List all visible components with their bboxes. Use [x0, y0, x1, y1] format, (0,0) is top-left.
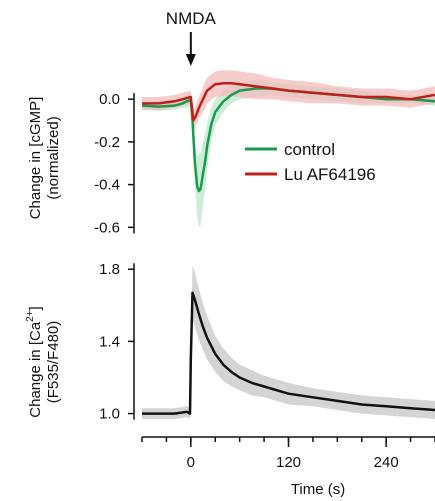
time-x-tick-label-1: 120 [276, 454, 301, 471]
cgmp-y-tick-label-2: -0.4 [94, 177, 120, 194]
time-x-tick-label-0: 0 [187, 454, 195, 471]
x-axis-label: Time (s) [291, 481, 345, 498]
cgmp-y-tick-label-3: -0.6 [94, 219, 120, 236]
calcium-y-label: Change in [Ca2+] [25, 306, 44, 417]
time-x-ticks: 0 120 240 [141, 437, 435, 471]
cgmp-y-tick-label-1: -0.2 [94, 134, 120, 151]
calcium-y-tick-label-1: 1.4 [99, 333, 120, 350]
calcium-y-tick-label-0: 1.0 [99, 406, 120, 423]
calcium-panel: 1.0 1.4 1.8 0 120 240 Change in [Ca2+] (F535… [25, 261, 435, 498]
cgmp-y-ticks: 0.0 -0.2 -0.4 -0.6 [94, 91, 134, 236]
calcium-line-0 [142, 291, 435, 415]
nmda-annotation: NMDA [166, 9, 217, 28]
cgmp-y-label-2: (normalized) [45, 116, 62, 199]
cgmp-line-1 [142, 81, 435, 122]
calcium-error-band [142, 265, 435, 419]
cgmp-panel: NMDA 0.0 -0.2 -0.4 -0.6 Change in [cGMP] (n… [27, 9, 435, 236]
calcium-series-line [142, 291, 435, 415]
calcium-y-label-2: (F535/F480) [45, 321, 62, 404]
legend-label-lu-af64196: Lu AF64196 [284, 165, 376, 184]
nmda-arrow-head [185, 54, 196, 66]
calcium-y-ticks: 1.0 1.4 1.8 [99, 261, 134, 423]
cgmp-y-tick-label-0: 0.0 [99, 91, 120, 108]
legend-label-control: control [284, 140, 335, 159]
calcium-y-tick-label-2: 1.8 [99, 261, 120, 278]
cgmp-band-0 [142, 80, 435, 228]
cgmp-series-lines [141, 81, 435, 193]
cgmp-y-label: Change in [cGMP] [27, 97, 44, 220]
calcium-band-0 [142, 265, 435, 419]
legend: control Lu AF64196 [245, 140, 376, 184]
time-x-tick-label-2: 240 [374, 454, 399, 471]
